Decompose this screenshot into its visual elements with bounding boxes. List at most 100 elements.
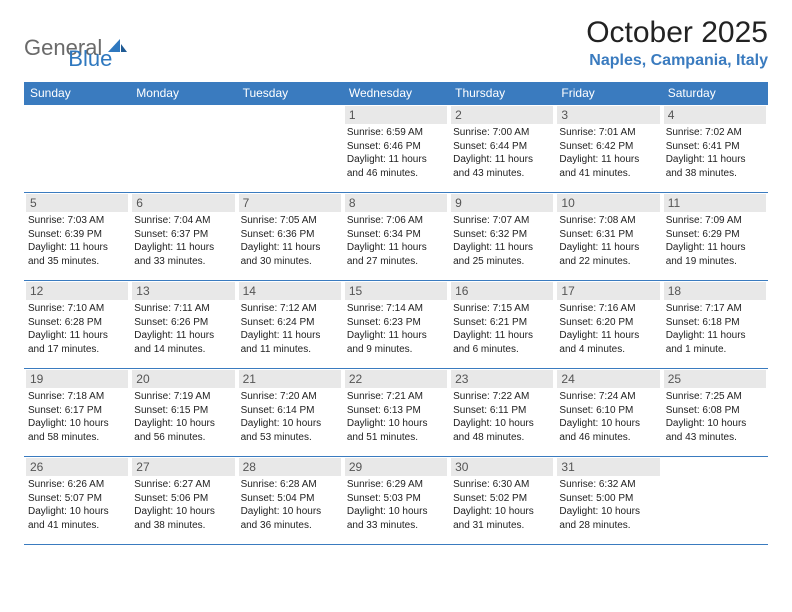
day-number: 31 [557,458,659,476]
day-cell: 1 Sunrise: 6:59 AMSunset: 6:46 PMDaylight… [343,105,449,193]
weekday-header-row: Sunday Monday Tuesday Wednesday Thursday… [24,82,768,105]
daylight-text: Daylight: 10 hours and 51 minutes. [345,417,447,444]
sunrise-text: Sunrise: 7:15 AM [451,302,553,316]
daylight-text: Daylight: 11 hours and 11 minutes. [239,329,341,356]
day-number: 5 [26,194,128,212]
day-number: 1 [345,106,447,124]
day-number: 11 [664,194,766,212]
sunrise-text: Sunrise: 6:26 AM [26,478,128,492]
daylight-text: Daylight: 11 hours and 17 minutes. [26,329,128,356]
day-cell: 26Sunrise: 6:26 AMSunset: 5:07 PMDayligh… [24,457,130,545]
day-number: 28 [239,458,341,476]
day-cell: 22Sunrise: 7:21 AMSunset: 6:13 PMDayligh… [343,369,449,457]
day-cell: 11Sunrise: 7:09 AMSunset: 6:29 PMDayligh… [662,193,768,281]
daylight-text: Daylight: 10 hours and 33 minutes. [345,505,447,532]
day-number: 2 [451,106,553,124]
weekday-sunday: Sunday [24,82,130,105]
daylight-text: Daylight: 11 hours and 1 minute. [664,329,766,356]
sunset-text: Sunset: 6:24 PM [239,316,341,330]
day-cell: 9Sunrise: 7:07 AMSunset: 6:32 PMDaylight… [449,193,555,281]
daylight-text: Daylight: 10 hours and 58 minutes. [26,417,128,444]
day-number: 29 [345,458,447,476]
calendar-body: 1Sunrise: 6:59 AMSunset: 6:46 PMDaylight… [24,105,768,545]
day-number: 18 [664,282,766,300]
day-number: 9 [451,194,553,212]
day-number: 21 [239,370,341,388]
daylight-text: Daylight: 11 hours and 22 minutes. [557,241,659,268]
day-cell: 8Sunrise: 7:06 AMSunset: 6:34 PMDaylight… [343,193,449,281]
sunrise-text: Sunrise: 7:01 AM [557,126,659,140]
day-cell: 30Sunrise: 6:30 AMSunset: 5:02 PMDayligh… [449,457,555,545]
daylight-text: Daylight: 11 hours and 35 minutes. [26,241,128,268]
day-cell: 19Sunrise: 7:18 AMSunset: 6:17 PMDayligh… [24,369,130,457]
day-number: 24 [557,370,659,388]
day-cell: 27Sunrise: 6:27 AMSunset: 5:06 PMDayligh… [130,457,236,545]
daylight-text: Daylight: 11 hours and 33 minutes. [132,241,234,268]
daylight-text: Daylight: 10 hours and 36 minutes. [239,505,341,532]
day-number: 25 [664,370,766,388]
calendar-page: General Blue October 2025 Naples, Campan… [0,0,792,561]
sunrise-text: Sunrise: 6:59 AM [345,126,447,140]
sunrise-text: Sunrise: 7:12 AM [239,302,341,316]
logo-text-blue: Blue [68,46,112,72]
day-cell: 20Sunrise: 7:19 AMSunset: 6:15 PMDayligh… [130,369,236,457]
daylight-text: Daylight: 11 hours and 46 minutes. [345,153,447,180]
day-number: 14 [239,282,341,300]
sunset-text: Sunset: 6:41 PM [664,140,766,154]
sunset-text: Sunset: 6:10 PM [557,404,659,418]
day-cell: 23Sunrise: 7:22 AMSunset: 6:11 PMDayligh… [449,369,555,457]
daylight-text: Daylight: 11 hours and 41 minutes. [557,153,659,180]
weekday-tuesday: Tuesday [237,82,343,105]
sunrise-text: Sunrise: 7:20 AM [239,390,341,404]
sunset-text: Sunset: 6:36 PM [239,228,341,242]
day-number: 4 [664,106,766,124]
day-cell: 12Sunrise: 7:10 AMSunset: 6:28 PMDayligh… [24,281,130,369]
calendar-row: 1Sunrise: 6:59 AMSunset: 6:46 PMDaylight… [24,105,768,193]
day-cell: 2Sunrise: 7:00 AMSunset: 6:44 PMDaylight… [449,105,555,193]
sunrise-text: Sunrise: 7:00 AM [451,126,553,140]
day-number: 17 [557,282,659,300]
sunset-text: Sunset: 6:46 PM [345,140,447,154]
weekday-wednesday: Wednesday [343,82,449,105]
title-block: October 2025 Naples, Campania, Italy [586,16,768,70]
sunset-text: Sunset: 6:39 PM [26,228,128,242]
sunrise-text: Sunrise: 7:09 AM [664,214,766,228]
sunrise-text: Sunrise: 7:05 AM [239,214,341,228]
day-cell: 31Sunrise: 6:32 AMSunset: 5:00 PMDayligh… [555,457,661,545]
sunrise-text: Sunrise: 6:27 AM [132,478,234,492]
logo: General Blue [24,24,112,72]
day-cell: 4Sunrise: 7:02 AMSunset: 6:41 PMDaylight… [662,105,768,193]
day-number: 3 [557,106,659,124]
sunrise-text: Sunrise: 6:30 AM [451,478,553,492]
daylight-text: Daylight: 11 hours and 43 minutes. [451,153,553,180]
sunset-text: Sunset: 6:20 PM [557,316,659,330]
calendar-row: 5Sunrise: 7:03 AMSunset: 6:39 PMDaylight… [24,193,768,281]
day-cell: 18Sunrise: 7:17 AMSunset: 6:18 PMDayligh… [662,281,768,369]
day-cell [662,457,768,545]
sunrise-text: Sunrise: 7:08 AM [557,214,659,228]
daylight-text: Daylight: 11 hours and 19 minutes. [664,241,766,268]
day-number: 16 [451,282,553,300]
sunset-text: Sunset: 6:26 PM [132,316,234,330]
sunset-text: Sunset: 5:03 PM [345,492,447,506]
day-number: 23 [451,370,553,388]
daylight-text: Daylight: 11 hours and 4 minutes. [557,329,659,356]
day-number: 26 [26,458,128,476]
daylight-text: Daylight: 11 hours and 9 minutes. [345,329,447,356]
location: Naples, Campania, Italy [586,52,768,70]
sunrise-text: Sunrise: 7:19 AM [132,390,234,404]
daylight-text: Daylight: 10 hours and 48 minutes. [451,417,553,444]
sunrise-text: Sunrise: 7:25 AM [664,390,766,404]
weekday-thursday: Thursday [449,82,555,105]
day-cell: 21Sunrise: 7:20 AMSunset: 6:14 PMDayligh… [237,369,343,457]
day-cell: 24Sunrise: 7:24 AMSunset: 6:10 PMDayligh… [555,369,661,457]
daylight-text: Daylight: 10 hours and 56 minutes. [132,417,234,444]
day-number: 10 [557,194,659,212]
sunset-text: Sunset: 6:14 PM [239,404,341,418]
sunset-text: Sunset: 5:02 PM [451,492,553,506]
sunset-text: Sunset: 6:37 PM [132,228,234,242]
sunrise-text: Sunrise: 7:21 AM [345,390,447,404]
sunrise-text: Sunrise: 7:02 AM [664,126,766,140]
sunset-text: Sunset: 5:00 PM [557,492,659,506]
sunrise-text: Sunrise: 6:28 AM [239,478,341,492]
